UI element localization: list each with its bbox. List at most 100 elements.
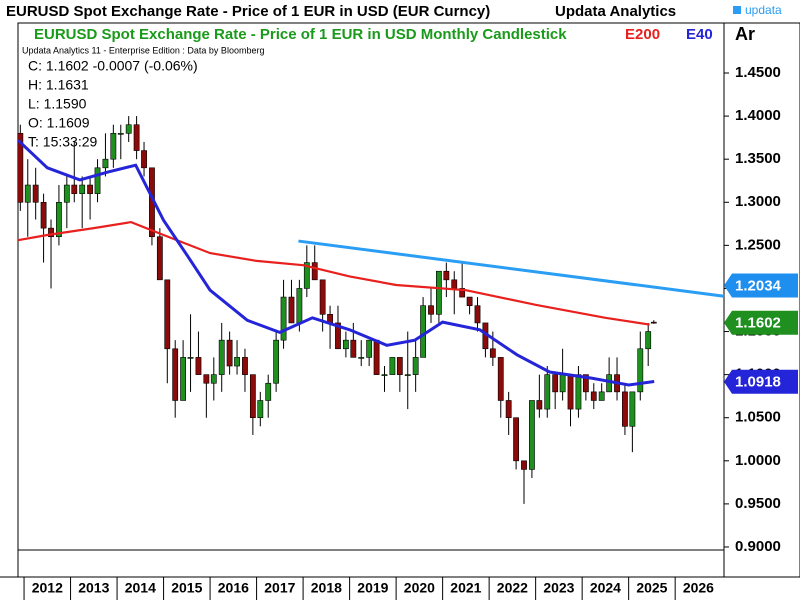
- candle-body: [172, 348, 179, 401]
- candle-body: [234, 357, 240, 367]
- candle-body: [582, 374, 589, 393]
- candle-body: [288, 296, 295, 324]
- panel-label: Ar: [735, 24, 755, 44]
- ma-line: [17, 220, 650, 326]
- candle-body: [133, 124, 140, 151]
- candle-body: [637, 348, 644, 393]
- candle-body: [203, 374, 210, 384]
- candle-body: [358, 357, 365, 359]
- legend-e200: E200: [625, 26, 660, 43]
- candle-body: [567, 374, 574, 410]
- candle-body: [436, 270, 442, 315]
- candle-body: [645, 331, 652, 350]
- info-line: L: 1.1590: [28, 96, 87, 112]
- subtitle: EURUSD Spot Exchange Rate - Price of 1 E…: [34, 26, 567, 43]
- candle-body: [87, 184, 93, 194]
- x-tick-label: 2023: [543, 580, 574, 596]
- x-tick-label: 2026: [683, 580, 714, 596]
- candle-body: [280, 296, 287, 341]
- candle-body: [48, 227, 54, 238]
- x-tick-label: 2022: [497, 580, 528, 596]
- price-label-box: [724, 369, 798, 394]
- candle-body: [17, 133, 24, 203]
- candle-body: [366, 339, 373, 358]
- candle-body: [94, 167, 101, 194]
- x-tick-label: 2020: [404, 580, 435, 596]
- plot-area: 0.90000.95001.00001.05001.10001.15001.20…: [16, 64, 798, 600]
- candle-body: [117, 133, 124, 135]
- candle-body: [296, 288, 303, 324]
- candle-body: [428, 305, 434, 315]
- x-tick-label: 2025: [636, 580, 667, 596]
- candle-body: [257, 400, 264, 419]
- candle-body: [218, 339, 225, 375]
- candle-body: [303, 262, 310, 289]
- y-tick-label: 1.0500: [735, 409, 781, 426]
- candle-body: [226, 339, 233, 367]
- price-label-box: [724, 273, 798, 298]
- price-label: 1.2034: [735, 277, 782, 294]
- candle-body: [474, 305, 481, 324]
- x-tick-label: 2019: [357, 580, 388, 596]
- chart-title: EURUSD Spot Exchange Rate - Price of 1 E…: [6, 3, 490, 20]
- candle-body: [598, 391, 605, 401]
- candle-body: [24, 184, 31, 203]
- candle-body: [396, 357, 403, 375]
- x-tick-label: 2012: [32, 580, 63, 596]
- candle-body: [451, 279, 458, 289]
- x-tick-label: 2016: [218, 580, 249, 596]
- candle-body: [32, 184, 39, 203]
- info-line: O: 1.1609: [28, 115, 90, 131]
- x-tick-label: 2018: [311, 580, 342, 596]
- candle-body: [187, 357, 194, 359]
- candle-body: [420, 305, 426, 358]
- trendline: [298, 239, 725, 298]
- candle-body: [521, 460, 527, 470]
- x-tick-label: 2021: [450, 580, 481, 596]
- candle-body: [319, 279, 326, 315]
- y-tick-label: 1.0000: [735, 452, 781, 469]
- info-line: T: 15:33:29: [28, 134, 97, 150]
- candle-body: [125, 124, 132, 134]
- ma-line: [16, 139, 655, 387]
- candle-body: [102, 158, 109, 169]
- candle-body: [529, 400, 535, 470]
- candle-body: [249, 374, 256, 419]
- candle-body: [141, 150, 147, 169]
- candle-body: [497, 357, 504, 401]
- candle-body: [590, 391, 597, 401]
- candle-body: [273, 339, 280, 384]
- note: Updata Analytics 11 - Enterprise Edition…: [22, 45, 264, 55]
- x-tick-label: 2024: [590, 580, 621, 596]
- candle-body: [575, 374, 582, 410]
- y-tick-label: 0.9000: [735, 538, 781, 555]
- candle-body: [606, 374, 613, 393]
- candle-body: [79, 184, 86, 194]
- y-tick-label: 1.4500: [735, 64, 781, 81]
- x-tick-label: 2017: [264, 580, 295, 596]
- candle-body: [210, 374, 217, 384]
- candle-body: [513, 417, 520, 462]
- candle-body: [412, 357, 419, 375]
- candle-body: [459, 288, 466, 298]
- candle-body: [350, 339, 357, 358]
- candle-body: [265, 382, 272, 401]
- candle-body: [505, 400, 512, 419]
- candle-body: [381, 374, 388, 376]
- logo: updata: [745, 3, 782, 17]
- candle-body: [180, 357, 187, 401]
- candle-body: [536, 400, 543, 410]
- candle-body: [71, 184, 78, 194]
- logo-icon: [733, 6, 741, 14]
- candle-body: [242, 357, 248, 375]
- x-tick-label: 2014: [125, 580, 156, 596]
- candle-body: [629, 391, 636, 427]
- info-panel: C: 1.1602 -0.0007 (-0.06%) H: 1.1631 L: 1.…: [28, 58, 198, 150]
- legend-e40: E40: [686, 26, 713, 43]
- y-tick-label: 1.4000: [735, 107, 781, 124]
- candle-body: [335, 322, 341, 350]
- candle-body: [56, 201, 62, 238]
- candle-body: [389, 357, 396, 375]
